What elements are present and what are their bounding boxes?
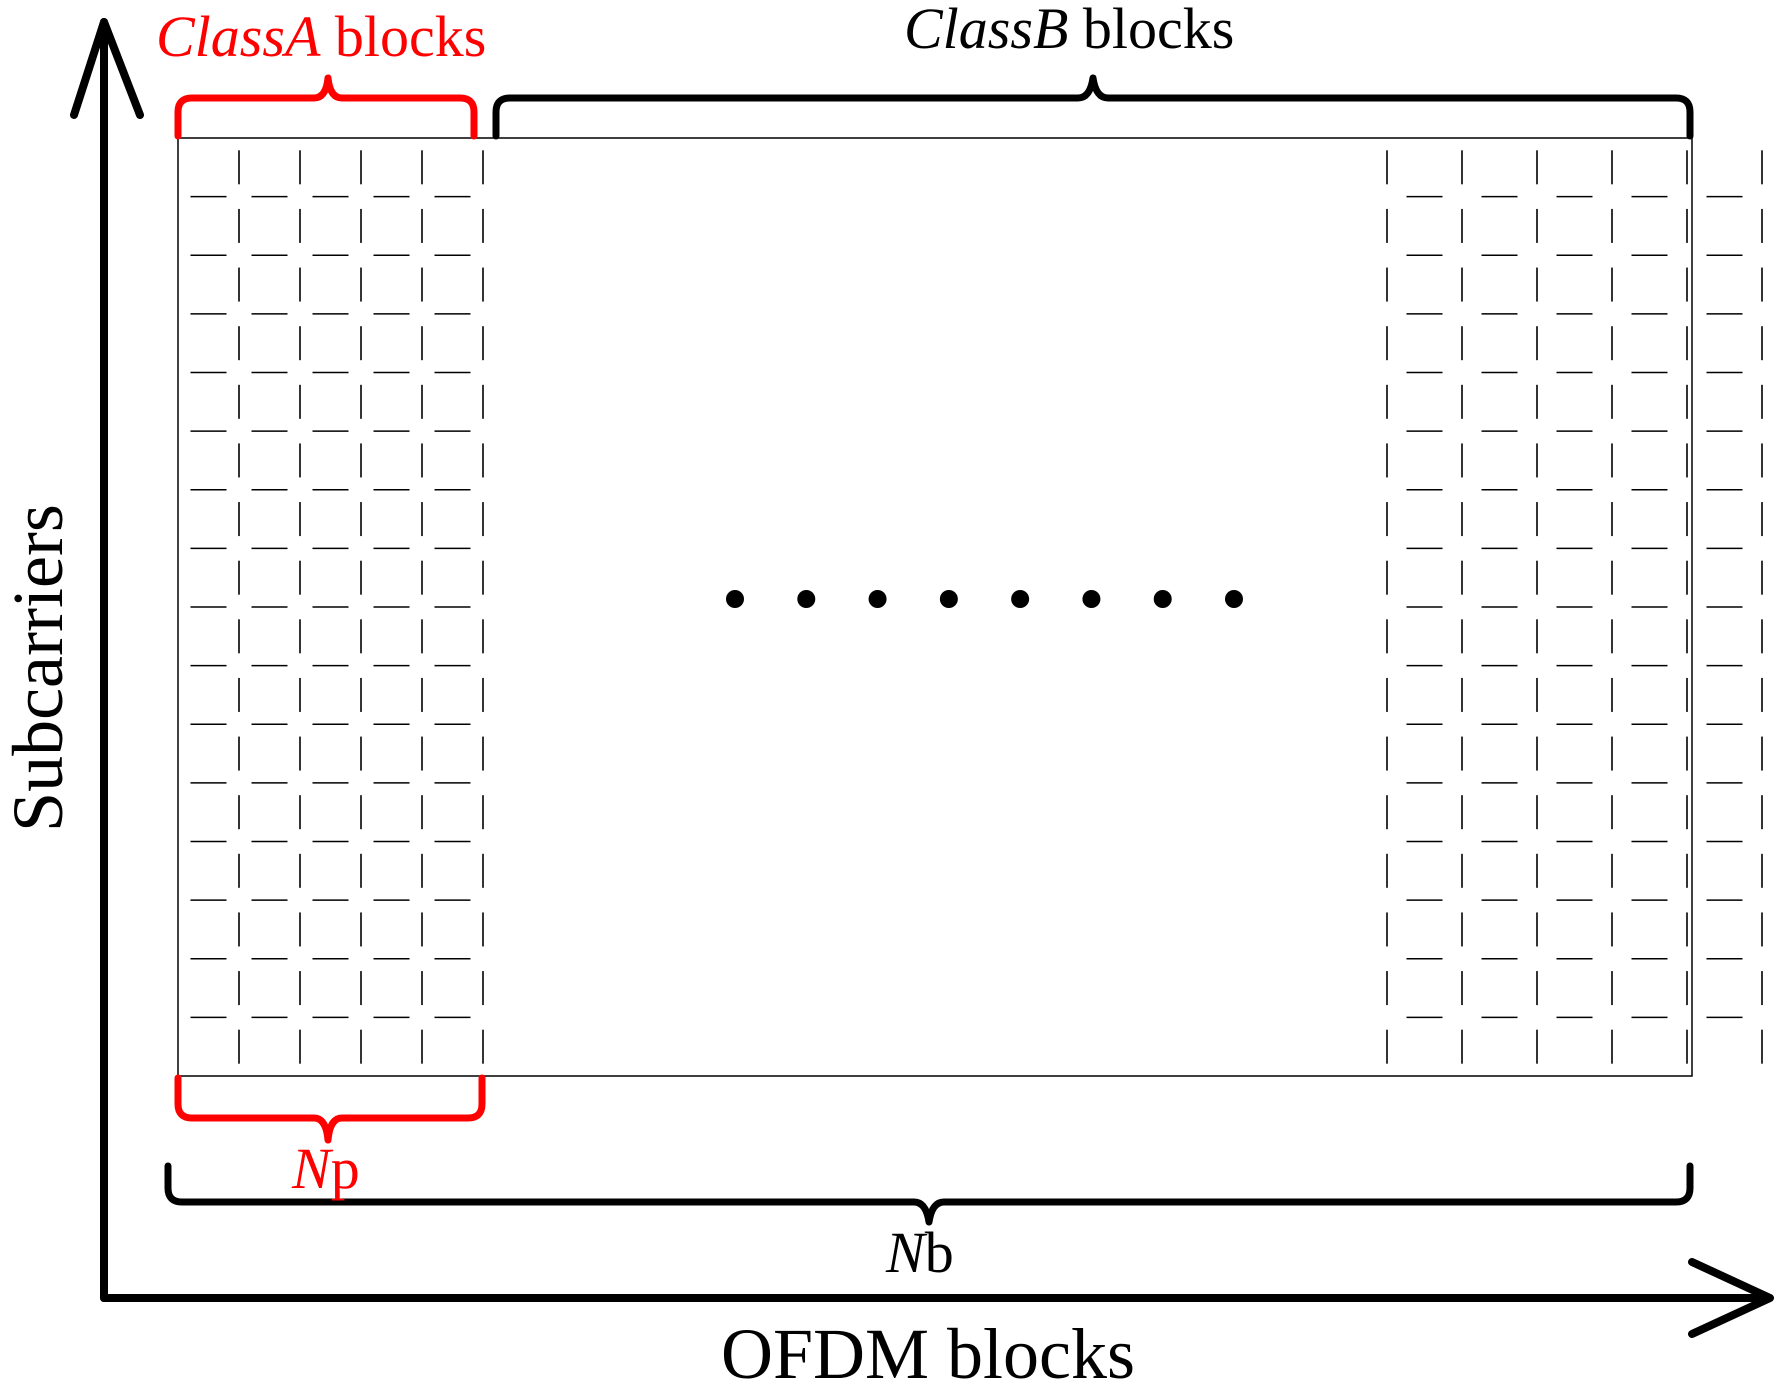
resource-frame (177, 137, 1693, 1077)
np-brace (174, 1074, 486, 1144)
class-b-grid (1386, 150, 1763, 1064)
class-b-label: ClassB blocks (904, 0, 1234, 61)
x-axis-label: OFDM blocks (721, 1314, 1135, 1382)
y-axis (70, 18, 144, 1302)
ellipsis-dot (1011, 590, 1030, 608)
y-axis-label: Subcarriers (0, 504, 78, 832)
class-b-brace (492, 74, 1694, 140)
class-a-brace (174, 74, 478, 140)
class-a-grid (190, 150, 484, 1064)
ellipsis-dot (1153, 590, 1172, 608)
y-axis-arrowhead (70, 18, 144, 119)
nb-brace (164, 1162, 1694, 1226)
nb-label: Nb (885, 1220, 954, 1285)
ellipsis-dot (868, 590, 887, 608)
x-axis-arrowhead (1688, 1258, 1774, 1338)
ellipsis-dot (1082, 590, 1101, 608)
np-label: Np (291, 1136, 360, 1201)
ellipsis-dots (726, 590, 1243, 608)
x-axis (100, 1258, 1774, 1338)
ellipsis-dot (797, 590, 816, 608)
ellipsis-dot (726, 590, 744, 608)
ellipsis-dot (939, 590, 958, 608)
class-a-label: ClassA blocks (156, 4, 486, 69)
ellipsis-dot (1225, 590, 1243, 608)
